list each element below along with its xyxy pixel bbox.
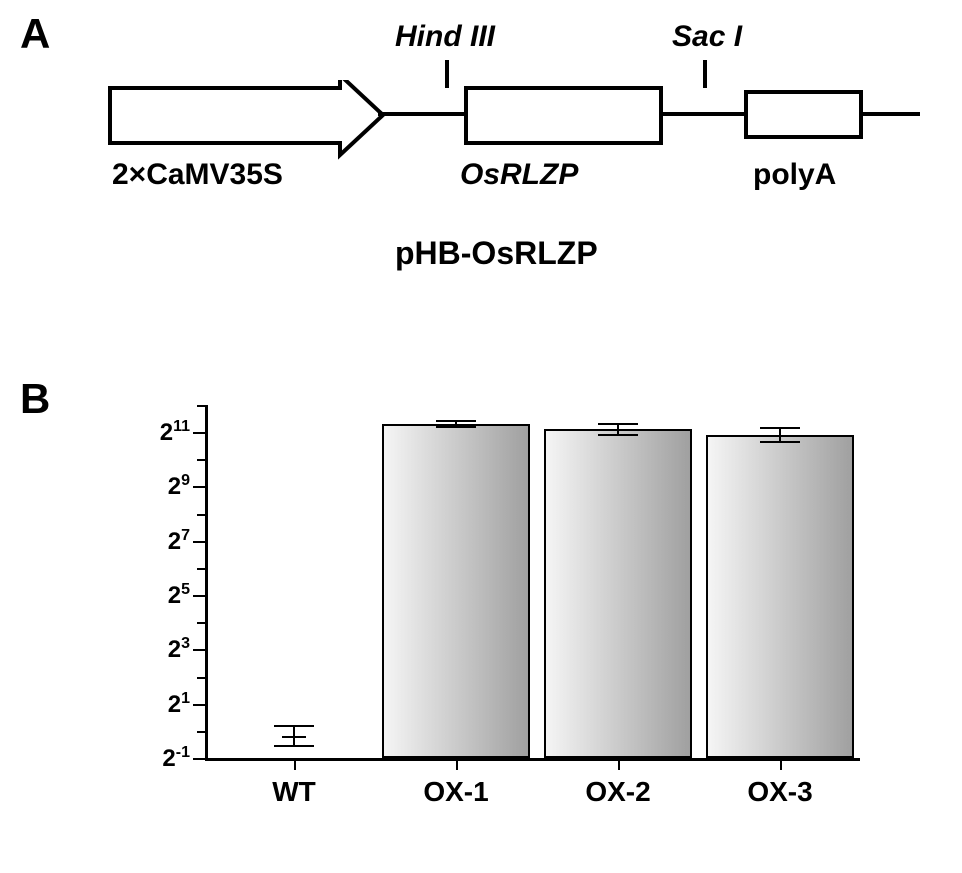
y-tick-minor (197, 677, 205, 679)
y-tick-major (193, 704, 205, 706)
x-tick (456, 758, 458, 770)
y-tick-major (193, 649, 205, 651)
construct-svg (90, 80, 920, 230)
y-tick-major (193, 432, 205, 434)
x-axis (205, 758, 860, 761)
y-tick-major (193, 541, 205, 543)
y-tick-minor (197, 514, 205, 516)
backbone-segment-1 (378, 112, 466, 116)
x-label: OX-3 (706, 776, 854, 808)
enzyme-hindiii-label: Hind III (395, 20, 495, 54)
x-label: OX-2 (544, 776, 692, 808)
x-tick (294, 758, 296, 770)
x-tick (780, 758, 782, 770)
y-axis (205, 405, 208, 760)
y-tick-label: 27 (140, 527, 190, 556)
backbone-segment-3 (860, 112, 920, 116)
y-tick-minor (197, 459, 205, 461)
bar-chart: 2-1 21 23 25 27 29 211 WT OX-1 OX-2 OX-3 (120, 390, 880, 820)
chart-bar (544, 429, 692, 758)
promoter-arrow (110, 80, 383, 155)
y-tick-label: 25 (140, 581, 190, 610)
polya-box (746, 92, 861, 137)
error-bar (598, 423, 638, 437)
enzyme-saci-label: Sac I (672, 20, 742, 54)
chart-bar (706, 435, 854, 758)
chart-bar (382, 424, 530, 758)
y-tick-major (193, 595, 205, 597)
gene-box (466, 88, 661, 143)
panel-a-label: A (20, 10, 50, 58)
y-tick-label: 2-1 (140, 744, 190, 773)
x-label: WT (220, 776, 368, 808)
error-bar (436, 420, 476, 428)
construct-diagram: Hind III Sac I 2×CaMV35S OsRLZP polyA pH… (90, 20, 910, 220)
polya-label: polyA (753, 158, 836, 192)
y-tick-label: 211 (140, 418, 190, 447)
y-tick-label: 23 (140, 635, 190, 664)
y-tick-label: 21 (140, 690, 190, 719)
y-tick-minor (197, 568, 205, 570)
y-tick-label: 29 (140, 472, 190, 501)
y-tick-major (193, 486, 205, 488)
construct-name: pHB-OsRLZP (395, 235, 598, 272)
x-tick (618, 758, 620, 770)
y-tick-minor (197, 622, 205, 624)
y-tick-minor (197, 731, 205, 733)
gene-label: OsRLZP (460, 158, 578, 192)
x-label: OX-1 (382, 776, 530, 808)
panel-b-label: B (20, 375, 50, 423)
error-bar (760, 427, 800, 443)
promoter-label: 2×CaMV35S (112, 158, 283, 192)
error-bar (274, 725, 314, 747)
backbone-segment-2 (660, 112, 745, 116)
y-tick-major (193, 758, 205, 760)
y-tick-minor (197, 405, 205, 407)
